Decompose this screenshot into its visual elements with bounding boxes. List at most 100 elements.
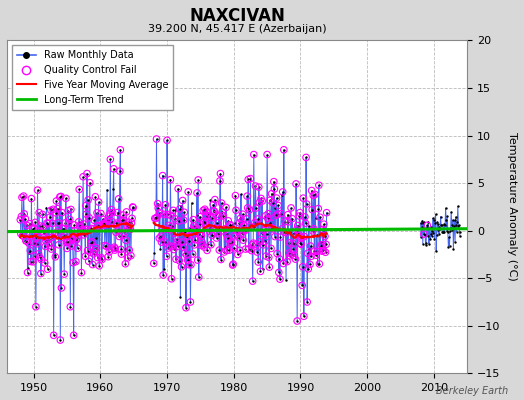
Point (59, 234, 67, 240)
Point (440, 221, 448, 227)
Point (168, 243, 177, 250)
Point (258, 265, 267, 272)
Point (276, 276, 284, 282)
Point (436, 226, 444, 232)
Point (217, 256, 225, 263)
Point (282, 277, 290, 283)
Point (276, 276, 284, 282)
Point (113, 209, 122, 216)
Point (29, 239, 38, 246)
Point (284, 219, 292, 225)
Point (64, 208, 72, 214)
Point (309, 192, 318, 199)
Point (250, 219, 259, 226)
Point (238, 218, 246, 224)
Point (41, 243, 49, 250)
Point (438, 228, 446, 235)
Point (63, 245, 71, 252)
Point (85, 215, 93, 221)
Point (35, 250, 43, 257)
Point (219, 212, 227, 219)
Point (125, 247, 134, 253)
Title: NAXCIVAN: NAXCIVAN (189, 7, 285, 25)
Point (230, 244, 238, 251)
Point (253, 249, 261, 255)
Point (159, 211, 168, 218)
Point (88, 238, 96, 245)
Point (117, 246, 125, 252)
Point (125, 247, 134, 253)
Point (445, 234, 453, 240)
Point (211, 227, 220, 233)
Point (296, 240, 304, 246)
Point (27, 195, 36, 202)
Point (36, 254, 44, 260)
Point (279, 189, 287, 195)
Point (19, 232, 27, 239)
Point (209, 201, 217, 208)
Point (223, 247, 231, 254)
Point (245, 207, 254, 213)
Point (249, 151, 258, 158)
Point (70, 332, 78, 338)
Point (177, 203, 185, 209)
Point (153, 214, 161, 220)
Point (151, 215, 160, 222)
Point (167, 212, 175, 219)
Point (64, 220, 73, 227)
Point (273, 250, 281, 257)
Point (314, 206, 322, 212)
Point (444, 228, 452, 235)
Point (24, 269, 32, 276)
Point (159, 272, 167, 278)
Point (197, 242, 205, 249)
Point (259, 242, 267, 248)
Point (166, 176, 174, 183)
Point (420, 219, 429, 226)
Point (85, 215, 93, 221)
Point (277, 210, 285, 217)
Point (170, 246, 178, 253)
Point (47, 246, 56, 252)
Point (123, 223, 131, 229)
Point (255, 184, 263, 190)
Point (29, 259, 37, 265)
Point (57, 193, 65, 200)
Point (161, 202, 170, 208)
Point (209, 233, 217, 239)
Point (77, 270, 85, 276)
Point (298, 234, 306, 240)
Point (68, 235, 76, 241)
Point (174, 186, 182, 192)
Point (71, 227, 79, 234)
Point (314, 182, 323, 188)
Point (445, 242, 454, 249)
Point (193, 257, 202, 263)
Point (213, 230, 222, 237)
Point (101, 222, 110, 229)
Point (249, 240, 257, 246)
Point (433, 219, 441, 226)
Point (81, 228, 89, 235)
Point (94, 222, 102, 229)
Point (201, 220, 210, 226)
Point (303, 250, 312, 256)
Point (119, 212, 127, 218)
Point (293, 222, 302, 229)
Point (176, 206, 184, 212)
Point (58, 226, 67, 232)
Point (65, 239, 73, 246)
Point (71, 232, 80, 239)
Point (25, 240, 33, 246)
Point (258, 198, 266, 204)
Point (46, 205, 54, 211)
Point (449, 246, 457, 252)
Point (169, 207, 177, 214)
Point (158, 172, 167, 179)
Point (301, 220, 310, 226)
Point (301, 214, 309, 220)
Point (152, 215, 160, 222)
Point (179, 197, 187, 204)
Point (263, 151, 271, 158)
Point (75, 186, 83, 192)
